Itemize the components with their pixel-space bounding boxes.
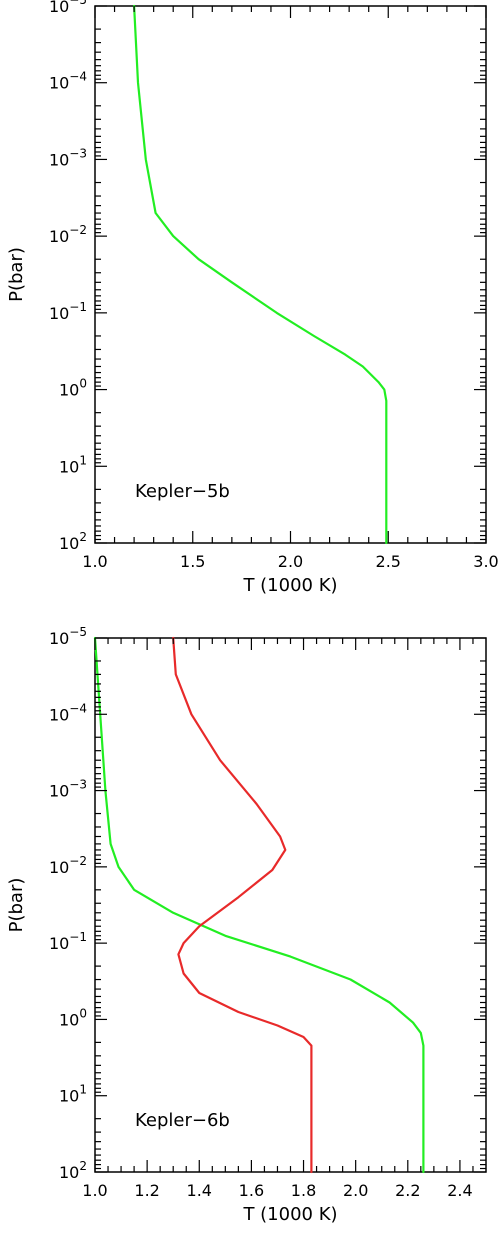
x-tick-label: 2.0 <box>278 552 303 571</box>
y-tick-label: 10−2 <box>49 223 87 246</box>
series-line-0 <box>93 636 425 1174</box>
planet-annotation: Kepler−5b <box>135 481 230 502</box>
y-tick-label: 10−3 <box>49 778 87 801</box>
y-tick-base: 10 <box>59 381 79 400</box>
y-tick-label: 10−4 <box>49 701 87 724</box>
y-tick-exponent: −4 <box>69 701 87 715</box>
y-tick-base: 10 <box>49 705 69 724</box>
y-tick-label: 101 <box>59 453 87 476</box>
y-tick-exponent: 1 <box>79 1083 87 1097</box>
y-tick-base: 10 <box>49 934 69 953</box>
y-tick-exponent: −2 <box>69 854 87 868</box>
y-tick-label: 10−5 <box>49 625 87 648</box>
y-tick-base: 10 <box>49 227 69 246</box>
y-tick-base: 10 <box>49 304 69 323</box>
y-axis-label: P(bar) <box>6 247 27 302</box>
y-tick-base: 10 <box>49 629 69 648</box>
y-tick-exponent: −4 <box>69 70 87 84</box>
kepler-5b-chart: 1.0 1.5 2.0 2.5 3.010−510−410−310−210−110010… <box>6 0 499 596</box>
y-tick-label: 10−2 <box>49 854 87 877</box>
y-tick-exponent: −1 <box>69 300 87 314</box>
y-tick-base: 10 <box>59 534 79 553</box>
y-tick-exponent: −2 <box>69 223 87 237</box>
y-tick-label: 100 <box>59 377 87 400</box>
x-tick-label: 3.0 <box>473 552 498 571</box>
planet-annotation: Kepler−6b <box>135 1110 230 1131</box>
x-tick-label: 2.5 <box>376 552 401 571</box>
x-axis-label: T (1000 K) <box>242 1204 337 1225</box>
y-tick-base: 10 <box>59 1010 79 1029</box>
x-tick-label: 1.0 <box>82 552 107 571</box>
y-tick-exponent: −3 <box>69 146 87 160</box>
y-tick-exponent: 0 <box>79 1006 87 1020</box>
plot-frame <box>94 637 487 1173</box>
x-tick-label: 1.2 <box>134 1181 159 1200</box>
y-tick-base: 10 <box>49 0 69 16</box>
kepler-6b-chart: 1.0 1.2 1.4 1.6 1.8 2.0 2.2 2.410−510−410−310−2… <box>6 625 487 1225</box>
y-tick-label: 10−1 <box>49 930 87 953</box>
y-tick-exponent: −5 <box>69 0 87 7</box>
y-tick-exponent: −3 <box>69 778 87 792</box>
y-tick-exponent: 0 <box>79 377 87 391</box>
y-tick-label: 10−3 <box>49 146 87 169</box>
y-tick-label: 10−5 <box>49 0 87 16</box>
y-tick-label: 102 <box>59 530 87 553</box>
y-tick-exponent: −1 <box>69 930 87 944</box>
x-tick-label: 1.5 <box>180 552 205 571</box>
y-axis-label: P(bar) <box>6 878 27 933</box>
series-line-1 <box>172 636 313 1174</box>
y-tick-exponent: 2 <box>79 530 87 544</box>
y-tick-base: 10 <box>49 74 69 93</box>
y-tick-label: 101 <box>59 1083 87 1106</box>
y-tick-exponent: 2 <box>79 1159 87 1173</box>
x-tick-label: 2.0 <box>343 1181 368 1200</box>
y-tick-label: 102 <box>59 1159 87 1182</box>
x-tick-label: 1.4 <box>187 1181 212 1200</box>
x-axis-label: T (1000 K) <box>242 575 337 596</box>
y-tick-base: 10 <box>49 782 69 801</box>
plot-frame <box>94 5 487 544</box>
x-tick-label: 2.4 <box>447 1181 472 1200</box>
y-tick-exponent: −5 <box>69 625 87 639</box>
y-tick-exponent: 1 <box>79 453 87 467</box>
series-line-0 <box>133 4 388 545</box>
y-tick-base: 10 <box>59 1087 79 1106</box>
x-tick-label: 2.2 <box>395 1181 420 1200</box>
y-tick-base: 10 <box>59 1163 79 1182</box>
y-tick-base: 10 <box>49 150 69 169</box>
y-tick-label: 100 <box>59 1006 87 1029</box>
x-tick-label: 1.6 <box>239 1181 264 1200</box>
x-tick-label: 1.0 <box>82 1181 107 1200</box>
y-tick-label: 10−4 <box>49 70 87 93</box>
y-tick-label: 10−1 <box>49 300 87 323</box>
y-tick-base: 10 <box>59 457 79 476</box>
x-tick-label: 1.8 <box>291 1181 316 1200</box>
y-tick-base: 10 <box>49 858 69 877</box>
